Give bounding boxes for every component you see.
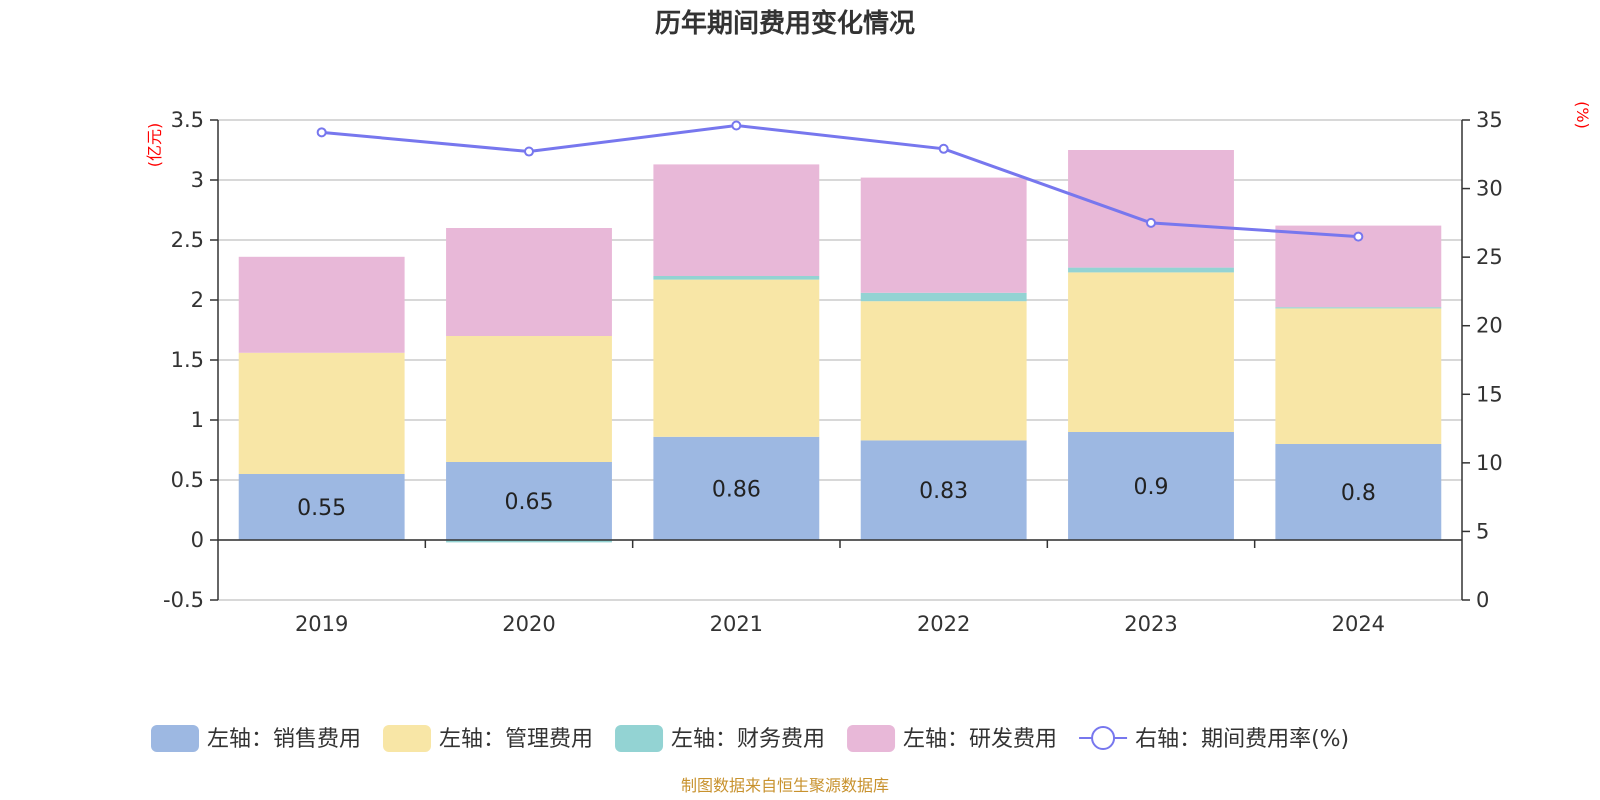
bar-2020 <box>446 228 612 336</box>
left-tick-label: 3 <box>191 168 204 192</box>
right-tick-label: 0 <box>1476 588 1489 612</box>
legend-label: 左轴：研发费用 <box>903 727 1057 752</box>
legend-label: 左轴：管理费用 <box>439 727 593 752</box>
right-tick-label: 30 <box>1476 177 1503 201</box>
right-tick-label: 10 <box>1476 451 1503 475</box>
legend-swatch <box>383 725 432 752</box>
x-tick-label: 2022 <box>917 612 970 636</box>
left-tick-label: 2.5 <box>171 228 204 252</box>
data-label: 0.86 <box>712 477 761 502</box>
bar-2023 <box>1068 432 1234 540</box>
data-label: 0.8 <box>1341 481 1376 506</box>
x-tick-label: 2024 <box>1332 612 1385 636</box>
x-tick-label: 2019 <box>295 612 348 636</box>
legend-line-marker <box>1091 726 1116 750</box>
bar-data-labels: 0.55 0.65 0.86 0.83 0.9 0.8 <box>297 475 1376 521</box>
bar-2023 <box>1068 272 1234 432</box>
bar-2022 <box>860 177 1027 293</box>
left-axis-unit: (亿元) <box>145 123 164 168</box>
chart-title: 历年期间费用变化情况 <box>655 8 915 39</box>
bar-2019 <box>238 352 405 474</box>
legend-label: 左轴：销售费用 <box>207 727 361 752</box>
rate-point <box>731 120 742 131</box>
x-tick-label: 2021 <box>710 612 763 636</box>
data-label: 0.9 <box>1134 475 1169 500</box>
bar-2021 <box>653 279 820 437</box>
rate-line <box>316 120 1364 242</box>
bar-2019 <box>238 256 405 353</box>
legend-swatch <box>847 725 896 752</box>
left-axis-ticks: -0.5 0 0.5 1 1.5 2 2.5 3 3.5 <box>163 108 218 612</box>
left-tick-label: -0.5 <box>163 588 204 612</box>
rate-point <box>316 127 327 138</box>
legend-swatch <box>615 725 664 752</box>
bar-2024 <box>1275 444 1442 540</box>
bar-2019 <box>238 474 405 540</box>
left-tick-label: 2 <box>191 288 204 312</box>
bars <box>238 150 1442 543</box>
x-axis-ticks: 2019 2020 2021 2022 2023 2024 <box>295 612 1385 636</box>
bar-2023 <box>1068 150 1234 268</box>
right-axis-unit: (%) <box>1573 101 1592 129</box>
legend-swatch <box>151 725 199 752</box>
bar-2022 <box>860 440 1027 540</box>
left-tick-label: 1.5 <box>171 348 204 372</box>
rate-line-path <box>321 123 1359 239</box>
right-tick-label: 20 <box>1476 314 1503 338</box>
left-tick-label: 0 <box>191 528 204 552</box>
rate-point <box>1146 217 1156 228</box>
legend-label: 右轴：期间费用率(%) <box>1135 727 1349 752</box>
bar-2024 <box>1275 307 1442 309</box>
x-tick-label: 2023 <box>1124 612 1177 636</box>
rate-point <box>938 143 949 154</box>
bar-2024 <box>1275 308 1442 444</box>
legend-label: 左轴：财务费用 <box>671 727 825 752</box>
source-note: 制图数据来自恒生聚源数据库 <box>681 776 889 795</box>
bar-2023 <box>1068 267 1234 273</box>
bar-2020 <box>446 462 612 540</box>
bar-2020 <box>446 540 612 543</box>
bar-2022 <box>860 292 1027 302</box>
bar-2021 <box>653 164 820 276</box>
legend: 左轴：销售费用 左轴：管理费用 左轴：财务费用 左轴：研发费用 右轴：期间费用率(%) <box>151 725 1349 752</box>
bar-2020 <box>446 336 612 462</box>
data-label: 0.65 <box>505 490 554 515</box>
bar-2021 <box>653 436 820 540</box>
right-tick-label: 5 <box>1476 519 1489 543</box>
right-tick-label: 25 <box>1476 245 1503 269</box>
x-tick-label: 2020 <box>502 612 555 636</box>
data-label: 0.83 <box>919 479 968 504</box>
right-tick-label: 15 <box>1476 382 1503 406</box>
left-tick-label: 3.5 <box>171 108 204 132</box>
right-tick-label: 35 <box>1476 108 1503 132</box>
rate-point <box>524 146 534 157</box>
data-label: 0.55 <box>297 496 346 521</box>
bar-2021 <box>653 276 820 280</box>
left-tick-label: 0.5 <box>171 468 204 492</box>
right-axis-ticks: 0 5 10 15 20 25 30 35 <box>1462 108 1503 612</box>
left-tick-label: 1 <box>191 408 204 432</box>
bar-2022 <box>860 301 1027 441</box>
rate-point <box>1353 231 1364 242</box>
